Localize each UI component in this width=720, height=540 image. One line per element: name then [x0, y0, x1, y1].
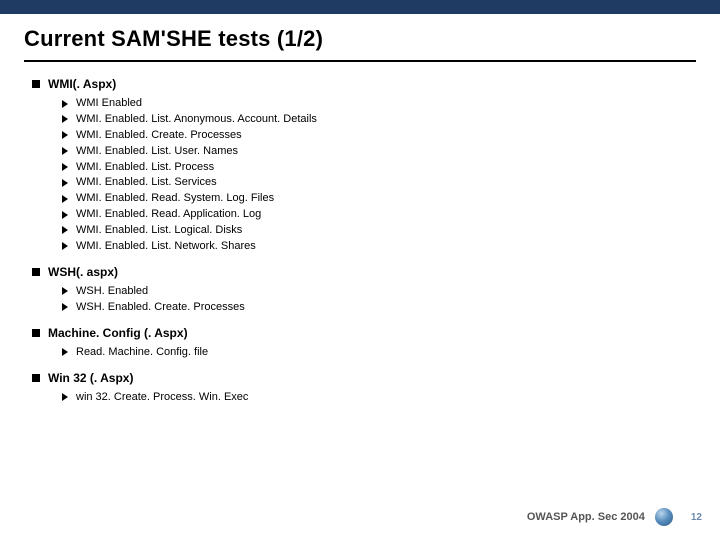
triangle-bullet-icon: [62, 242, 68, 250]
section: WSH(. aspx) WSH. EnabledWSH. Enabled. Cre…: [32, 264, 720, 315]
triangle-bullet-icon: [62, 348, 68, 356]
list-item-text: WMI. Enabled. List. User. Names: [76, 144, 238, 159]
item-list: WMI EnabledWMI. Enabled. List. Anonymous…: [32, 96, 720, 253]
list-item: WMI. Enabled. Create. Processes: [62, 128, 720, 143]
list-item-text: WMI. Enabled. List. Process: [76, 160, 214, 175]
list-item-text: WMI. Enabled. Read. System. Log. Files: [76, 191, 274, 206]
section: Win 32 (. Aspx) win 32. Create. Process. …: [32, 370, 720, 405]
page-number: 12: [691, 512, 702, 523]
list-item-text: WMI Enabled: [76, 96, 142, 111]
section-head: WSH(. aspx): [32, 264, 720, 280]
square-bullet-icon: [32, 80, 40, 88]
section-head: Win 32 (. Aspx): [32, 370, 720, 386]
section-head: Machine. Config (. Aspx): [32, 325, 720, 341]
footer: OWASP App. Sec 2004 12: [527, 508, 702, 526]
section-head: WMI(. Aspx): [32, 76, 720, 92]
section-title: Machine. Config (. Aspx): [48, 325, 188, 341]
list-item: Read. Machine. Config. file: [62, 345, 720, 360]
triangle-bullet-icon: [62, 179, 68, 187]
triangle-bullet-icon: [62, 131, 68, 139]
slide-title: Current SAM'SHE tests (1/2): [0, 14, 720, 60]
section-title: WSH(. aspx): [48, 264, 118, 280]
list-item: WMI. Enabled. List. Services: [62, 175, 720, 190]
title-divider: [24, 60, 696, 62]
section-title: WMI(. Aspx): [48, 76, 116, 92]
list-item: WMI. Enabled. List. Process: [62, 160, 720, 175]
list-item: WMI. Enabled. List. Logical. Disks: [62, 223, 720, 238]
list-item-text: WMI. Enabled. List. Network. Shares: [76, 239, 256, 254]
list-item-text: WSH. Enabled. Create. Processes: [76, 300, 245, 315]
section: Machine. Config (. Aspx) Read. Machine. C…: [32, 325, 720, 360]
list-item: WMI. Enabled. Read. System. Log. Files: [62, 191, 720, 206]
top-bar: [0, 0, 720, 14]
list-item: WMI. Enabled. List. User. Names: [62, 144, 720, 159]
list-item: win 32. Create. Process. Win. Exec: [62, 390, 720, 405]
triangle-bullet-icon: [62, 211, 68, 219]
list-item-text: WSH. Enabled: [76, 284, 148, 299]
triangle-bullet-icon: [62, 163, 68, 171]
square-bullet-icon: [32, 268, 40, 276]
triangle-bullet-icon: [62, 100, 68, 108]
square-bullet-icon: [32, 374, 40, 382]
list-item-text: WMI. Enabled. List. Logical. Disks: [76, 223, 242, 238]
square-bullet-icon: [32, 329, 40, 337]
list-item-text: WMI. Enabled. List. Anonymous. Account. …: [76, 112, 317, 127]
item-list: WSH. EnabledWSH. Enabled. Create. Proces…: [32, 284, 720, 315]
list-item-text: WMI. Enabled. List. Services: [76, 175, 217, 190]
section-title: Win 32 (. Aspx): [48, 370, 133, 386]
triangle-bullet-icon: [62, 303, 68, 311]
triangle-bullet-icon: [62, 393, 68, 401]
list-item-text: win 32. Create. Process. Win. Exec: [76, 390, 248, 405]
triangle-bullet-icon: [62, 195, 68, 203]
list-item: WMI. Enabled. List. Anonymous. Account. …: [62, 112, 720, 127]
globe-icon: [655, 508, 673, 526]
triangle-bullet-icon: [62, 287, 68, 295]
list-item: WMI Enabled: [62, 96, 720, 111]
triangle-bullet-icon: [62, 226, 68, 234]
list-item: WMI. Enabled. Read. Application. Log: [62, 207, 720, 222]
list-item-text: Read. Machine. Config. file: [76, 345, 208, 360]
item-list: Read. Machine. Config. file: [32, 345, 720, 360]
section: WMI(. Aspx)WMI EnabledWMI. Enabled. List…: [32, 76, 720, 254]
list-item-text: WMI. Enabled. Read. Application. Log: [76, 207, 261, 222]
list-item-text: WMI. Enabled. Create. Processes: [76, 128, 242, 143]
triangle-bullet-icon: [62, 147, 68, 155]
list-item: WMI. Enabled. List. Network. Shares: [62, 239, 720, 254]
triangle-bullet-icon: [62, 115, 68, 123]
content-area: WMI(. Aspx)WMI EnabledWMI. Enabled. List…: [0, 76, 720, 405]
list-item: WSH. Enabled. Create. Processes: [62, 300, 720, 315]
item-list: win 32. Create. Process. Win. Exec: [32, 390, 720, 405]
list-item: WSH. Enabled: [62, 284, 720, 299]
footer-text: OWASP App. Sec 2004: [527, 511, 645, 523]
